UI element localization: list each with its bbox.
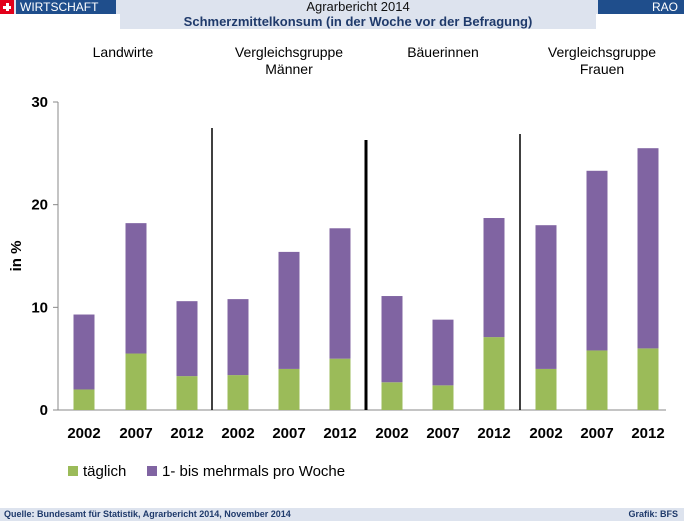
group-label: Männer bbox=[265, 61, 313, 77]
y-axis-label: in % bbox=[8, 241, 25, 272]
section-label: WIRTSCHAFT bbox=[16, 0, 116, 14]
page-title: Agrarbericht 2014 bbox=[306, 0, 410, 14]
x-tick-label: 2012 bbox=[631, 425, 664, 442]
x-tick-label: 2012 bbox=[323, 425, 356, 442]
chart-subtitle: Schmerzmittelkonsum (in der Woche vor de… bbox=[120, 14, 596, 29]
bar-taeglich bbox=[381, 382, 403, 410]
bar-woechentlich bbox=[535, 225, 557, 369]
x-tick-label: 2002 bbox=[375, 425, 408, 442]
source-note: Quelle: Bundesamt für Statistik, Agrarbe… bbox=[4, 509, 291, 519]
bar-woechentlich bbox=[125, 223, 147, 354]
brand-label: RAO bbox=[598, 0, 684, 14]
x-tick-label: 2012 bbox=[170, 425, 203, 442]
y-tick-label: 0 bbox=[40, 402, 48, 419]
bar-taeglich bbox=[637, 348, 659, 410]
bar-woechentlich bbox=[329, 228, 351, 359]
legend-label: 1- bis mehrmals pro Woche bbox=[162, 463, 345, 480]
group-label: Frauen bbox=[580, 61, 624, 77]
y-tick-label: 20 bbox=[31, 197, 48, 214]
chart: 0 10 20 30 in % 2002 2007 2012 2002 2007 2012 2002 2… bbox=[8, 44, 666, 480]
y-tick-label: 30 bbox=[31, 94, 48, 111]
group-label: Vergleichsgruppe bbox=[235, 44, 343, 60]
bar-woechentlich bbox=[176, 301, 198, 377]
bar-taeglich bbox=[586, 350, 608, 410]
swiss-flag-icon bbox=[0, 0, 14, 14]
bar-woechentlich bbox=[586, 170, 608, 351]
bar-taeglich bbox=[329, 358, 351, 410]
bar-taeglich bbox=[176, 376, 198, 410]
x-tick-label: 2007 bbox=[426, 425, 459, 442]
bar-woechentlich bbox=[637, 148, 659, 349]
bar-woechentlich bbox=[73, 314, 95, 390]
legend-swatch-woechentlich bbox=[147, 466, 157, 476]
x-tick-label: 2007 bbox=[119, 425, 152, 442]
bar-woechentlich bbox=[432, 319, 454, 386]
x-tick-label: 2002 bbox=[529, 425, 562, 442]
bar-taeglich bbox=[535, 368, 557, 410]
x-tick-label: 2002 bbox=[221, 425, 254, 442]
bar-woechentlich bbox=[278, 251, 300, 369]
bar-woechentlich bbox=[381, 296, 403, 383]
x-tick-label: 2007 bbox=[272, 425, 305, 442]
y-tick-label: 10 bbox=[31, 299, 48, 316]
credit-note: Grafik: BFS bbox=[628, 509, 678, 519]
bar-taeglich bbox=[432, 385, 454, 410]
bar-taeglich bbox=[227, 375, 249, 410]
group-label: Landwirte bbox=[93, 44, 154, 60]
legend-swatch-taeglich bbox=[68, 466, 78, 476]
bar-woechentlich bbox=[227, 299, 249, 376]
group-label: Bäuerinnen bbox=[407, 44, 479, 60]
x-tick-label: 2007 bbox=[580, 425, 613, 442]
legend-label: täglich bbox=[83, 463, 126, 480]
bar-taeglich bbox=[125, 353, 147, 410]
bar-taeglich bbox=[278, 368, 300, 410]
x-tick-label: 2012 bbox=[477, 425, 510, 442]
x-tick-label: 2002 bbox=[67, 425, 100, 442]
bar-taeglich bbox=[483, 337, 505, 410]
group-label: Vergleichsgruppe bbox=[548, 44, 656, 60]
top-bar bbox=[0, 0, 684, 14]
bar-taeglich bbox=[73, 389, 95, 410]
bar-woechentlich bbox=[483, 218, 505, 338]
footer: Quelle: Bundesamt für Statistik, Agrarbe… bbox=[0, 508, 684, 521]
